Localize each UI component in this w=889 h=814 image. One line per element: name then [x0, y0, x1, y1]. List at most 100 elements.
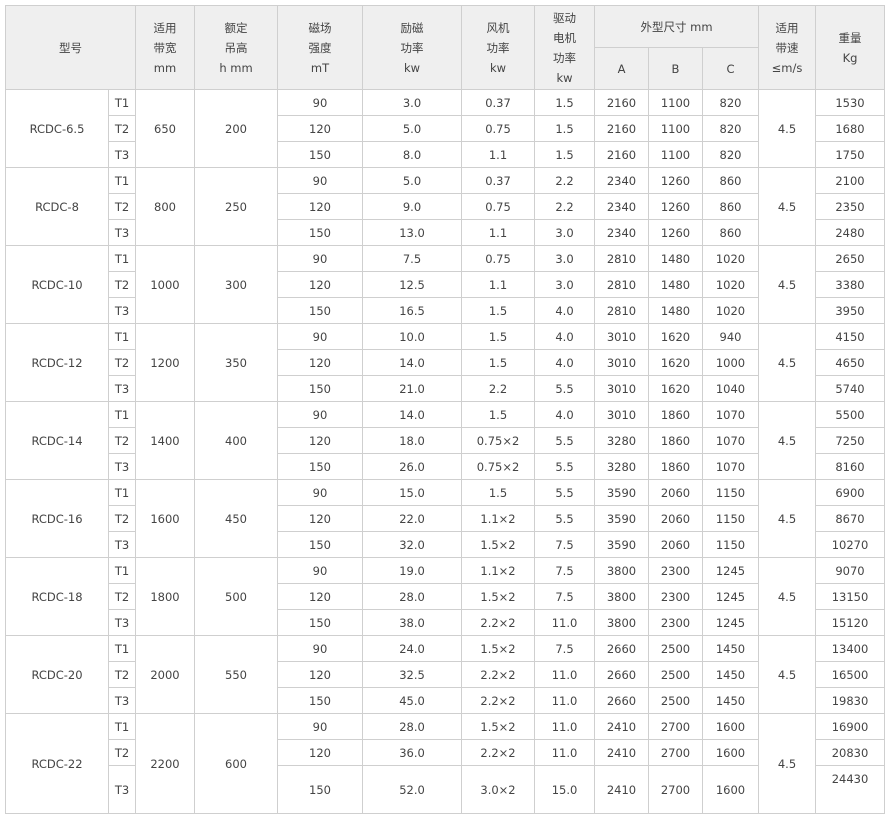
lift-height-cell: 600	[194, 713, 278, 814]
weight-cell: 6900	[815, 479, 885, 506]
dim-b-cell: 2700	[648, 739, 703, 766]
fan-power-cell: 1.1×2	[461, 505, 535, 532]
dim-c-cell: 1450	[702, 635, 759, 662]
table-row: RCDC-8 T1 800 250 90 5.0 0.37 2.2 2340 1260 860 4.5…	[5, 167, 885, 246]
weight-cell: 1680	[815, 115, 885, 142]
lift-height-cell: 500	[194, 557, 278, 636]
dim-a-cell: 3800	[594, 583, 649, 610]
trim-level-cell: T3	[108, 765, 136, 814]
header-line: 带宽	[153, 40, 177, 55]
header-line: kw	[403, 60, 421, 75]
header-line: 适用	[153, 20, 177, 35]
trim-level-cell: T1	[108, 89, 136, 116]
header-line: Kg	[842, 50, 858, 65]
dim-a-cell: 2340	[594, 193, 649, 220]
trim-level-cell: T1	[108, 557, 136, 584]
header-line: mm	[153, 60, 177, 75]
drive-power-cell: 4.0	[534, 297, 595, 324]
trim-level-cell: T2	[108, 115, 136, 142]
dim-c-cell: 940	[702, 323, 759, 350]
field-strength-cell: 90	[277, 89, 363, 116]
belt-speed-cell: 4.5	[758, 479, 816, 558]
drive-power-cell: 7.5	[534, 635, 595, 662]
dim-b-cell: 2700	[648, 713, 703, 740]
model-cell: RCDC-14	[5, 401, 109, 480]
dim-b-cell: 2300	[648, 583, 703, 610]
dim-b-cell: 1860	[648, 401, 703, 428]
header-lift-height: 额定 吊高 h mm	[194, 5, 278, 90]
trim-level-cell: T2	[108, 661, 136, 688]
dim-a-cell: 3280	[594, 427, 649, 454]
table-row: T2 120 5.0 0.75 1.5 2160 1100 820 1680	[6, 115, 885, 142]
dim-a-cell: 3800	[594, 557, 649, 584]
weight-cell: 16900	[815, 713, 885, 740]
field-strength-cell: 120	[277, 661, 363, 688]
excitation-power-cell: 38.0	[362, 609, 462, 636]
belt-width-cell: 1400	[135, 401, 195, 480]
dim-c-cell: 1040	[702, 375, 759, 402]
fan-power-cell: 0.75×2	[461, 453, 535, 480]
table-row: T2 120 9.0 0.75 2.2 2340 1260 860 2350	[6, 193, 885, 220]
trim-level-cell: T1	[108, 245, 136, 272]
table-row: RCDC-22 T1 2200 600 90 28.0 1.5×2 11.0 2410 2700 1…	[5, 713, 885, 814]
dim-b-cell: 1860	[648, 453, 703, 480]
belt-width-cell: 2200	[135, 713, 195, 814]
dim-c-cell: 860	[702, 219, 759, 246]
excitation-power-cell: 3.0	[362, 89, 462, 116]
table-row: RCDC-18 T1 1800 500 90 19.0 1.1×2 7.5 3800 2300 12…	[5, 557, 885, 636]
fan-power-cell: 1.5×2	[461, 583, 535, 610]
trim-level-cell: T1	[108, 479, 136, 506]
excitation-power-cell: 32.5	[362, 661, 462, 688]
table-row: T3 150 8.0 1.1 1.5 2160 1100 820 1750	[6, 141, 885, 168]
fan-power-cell: 1.5×2	[461, 531, 535, 558]
excitation-power-cell: 16.5	[362, 297, 462, 324]
drive-power-cell: 5.5	[534, 479, 595, 506]
header-belt-speed: 适用 带速 ≤m/s	[758, 5, 816, 90]
drive-power-cell: 5.5	[534, 505, 595, 532]
belt-width-cell: 1200	[135, 323, 195, 402]
dim-c-cell: 1070	[702, 453, 759, 480]
fan-power-cell: 0.75×2	[461, 427, 535, 454]
drive-power-cell: 11.0	[534, 713, 595, 740]
dim-b-cell: 1100	[648, 115, 703, 142]
field-strength-cell: 150	[277, 531, 363, 558]
dim-c-cell: 1245	[702, 609, 759, 636]
dim-c-cell: 1070	[702, 427, 759, 454]
lift-height-cell: 550	[194, 635, 278, 714]
dim-b-cell: 2060	[648, 531, 703, 558]
table-row: T2 120 12.5 1.1 3.0 2810 1480 1020 3380	[6, 271, 885, 298]
weight-cell: 13400	[815, 635, 885, 662]
dim-c-cell: 1000	[702, 349, 759, 376]
drive-power-cell: 11.0	[534, 609, 595, 636]
field-strength-cell: 120	[277, 427, 363, 454]
header-line: 功率	[486, 40, 510, 55]
dim-a-cell: 2810	[594, 297, 649, 324]
excitation-power-cell: 28.0	[362, 713, 462, 740]
header-field-strength: 磁场 强度 mT	[277, 5, 363, 90]
table-row: RCDC-10 T1 1000 300 90 7.5 0.75 3.0 2810 1480 1020…	[5, 245, 885, 324]
model-cell: RCDC-22	[5, 713, 109, 814]
excitation-power-cell: 8.0	[362, 141, 462, 168]
belt-speed-cell: 4.5	[758, 401, 816, 480]
table-row: T2 120 32.5 2.2×2 11.0 2660 2500 1450 16500	[6, 661, 885, 688]
specs-table: 型号 适用 带宽 mm 额定 吊高 h mm 磁场 强度 mT 励磁 功率 kw 风机 功率 kw …	[5, 5, 885, 814]
field-strength-cell: 120	[277, 505, 363, 532]
table-row: RCDC-16 T1 1600 450 90 15.0 1.5 5.5 3590 2060 1150…	[5, 479, 885, 558]
dim-b-cell: 1620	[648, 349, 703, 376]
header-drive-power: 驱动 电机 功率 kw	[534, 5, 595, 90]
belt-speed-cell: 4.5	[758, 557, 816, 636]
dim-a-cell: 3590	[594, 479, 649, 506]
trim-level-cell: T3	[108, 219, 136, 246]
trim-level-cell: T2	[108, 505, 136, 532]
dim-b-cell: 1260	[648, 167, 703, 194]
header-line: 适用	[775, 20, 799, 35]
field-strength-cell: 150	[277, 687, 363, 714]
dim-b-cell: 1860	[648, 427, 703, 454]
fan-power-cell: 1.5×2	[461, 635, 535, 662]
field-strength-cell: 120	[277, 193, 363, 220]
fan-power-cell: 1.5×2	[461, 713, 535, 740]
header-line: 强度	[308, 40, 332, 55]
header-line: kw	[556, 70, 573, 85]
table-body: RCDC-6.5 T1 650 200 90 3.0 0.37 1.5 2160 1100 820 4…	[5, 89, 885, 814]
trim-level-cell: T3	[108, 609, 136, 636]
